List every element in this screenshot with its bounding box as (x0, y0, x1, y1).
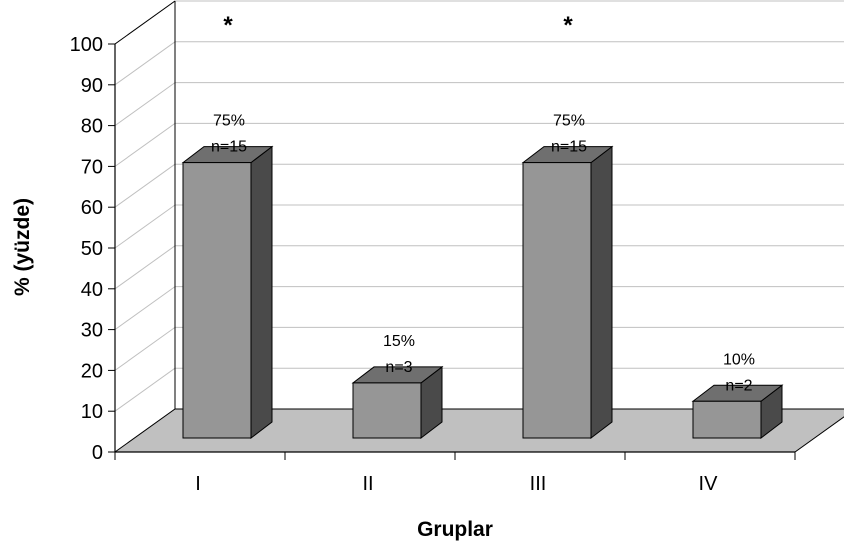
bar-side (250, 145, 273, 440)
chart-walls (114, 0, 176, 409)
bar-percent-label: 75% (213, 113, 245, 130)
x-axis-title: Gruplar (417, 518, 493, 541)
bar-n-label: n=15 (551, 139, 587, 156)
bar-group (521, 145, 614, 440)
bar (692, 400, 762, 439)
side-wall-line (114, 245, 176, 290)
y-tick-label: 20 (81, 360, 103, 382)
side-wall-line (114, 122, 176, 167)
side-wall-line (114, 82, 176, 127)
data-labels: 75% n=15 * 15% n=3 75% n=15 * 10% n=2 (211, 12, 755, 394)
bar-n-label: n=2 (725, 377, 752, 394)
y-tick-label: 70 (81, 156, 103, 178)
side-wall-line (114, 286, 176, 331)
bar-percent-label: 10% (723, 351, 755, 368)
side-wall-line (114, 204, 176, 249)
bar-n-label: n=3 (385, 359, 412, 376)
significance-marker: * (563, 12, 573, 39)
bar-group (351, 365, 444, 440)
y-tick-label: 90 (81, 75, 103, 97)
significance-marker: * (223, 12, 233, 39)
back-wall-gridlines (114, 0, 844, 453)
bar-n-label: n=15 (211, 139, 247, 156)
bar-percent-label: 75% (553, 113, 585, 130)
side-wall-line (114, 326, 176, 371)
bar-group (691, 384, 784, 440)
side-wall-line (114, 367, 176, 412)
y-tick-label: 0 (92, 442, 103, 464)
bar-percent-label: 15% (383, 333, 415, 350)
bar (182, 162, 252, 439)
y-tick-label: 100 (70, 34, 103, 56)
y-tick-label: 40 (81, 279, 103, 301)
x-category-label: III (530, 473, 547, 495)
y-axis-title: % (yüzde) (11, 198, 34, 296)
x-category-label: II (362, 473, 373, 495)
side-wall-line (114, 41, 176, 86)
y-tick-label: 50 (81, 238, 103, 260)
bar (352, 382, 422, 439)
y-tick-label: 10 (81, 401, 103, 423)
y-tick-label: 60 (81, 197, 103, 219)
bar (522, 162, 592, 439)
y-tick-label: 80 (81, 116, 103, 138)
y-tick-label: 30 (81, 320, 103, 342)
bars (181, 145, 784, 440)
side-wall-top-edge (114, 0, 176, 45)
bar-group (181, 145, 274, 440)
side-wall-line (114, 163, 176, 208)
x-category-label: I (195, 473, 201, 495)
x-category-label: IV (699, 473, 719, 495)
bar-side (590, 145, 613, 440)
